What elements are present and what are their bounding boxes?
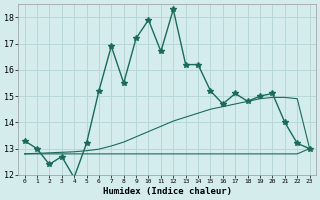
- X-axis label: Humidex (Indice chaleur): Humidex (Indice chaleur): [103, 187, 232, 196]
